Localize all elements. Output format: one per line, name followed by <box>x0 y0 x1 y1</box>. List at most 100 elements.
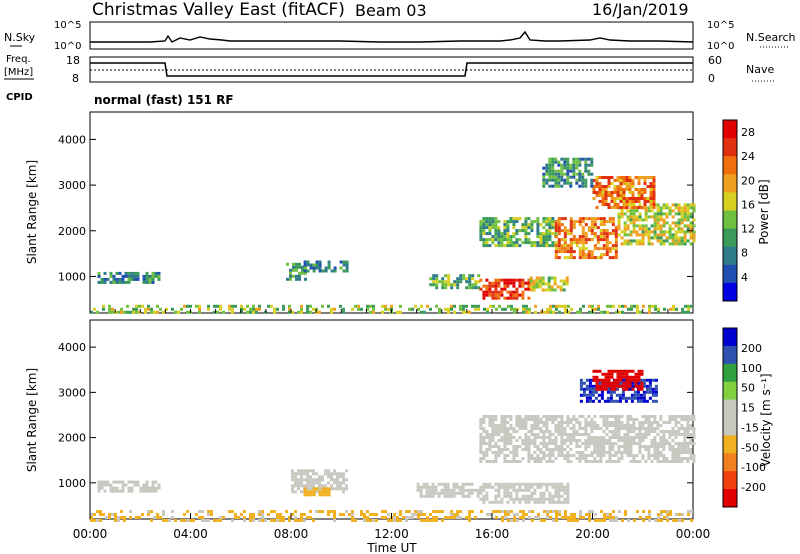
velocity-cell <box>425 482 429 486</box>
power-cell <box>566 244 570 248</box>
velocity-cell <box>542 494 546 498</box>
power-cell <box>372 307 375 311</box>
power-cell <box>522 310 525 314</box>
velocity-cell <box>530 497 534 501</box>
velocity-cell <box>595 378 599 382</box>
power-cell <box>570 307 573 311</box>
power-cell <box>512 223 516 227</box>
power-cell <box>677 212 681 216</box>
velocity-cell <box>416 485 420 489</box>
velocity-cell <box>539 442 543 445</box>
velocity-cell <box>494 424 498 427</box>
power-cell <box>557 217 561 221</box>
power-echo-region <box>97 271 161 284</box>
velocity-cell <box>601 387 605 391</box>
velocity-cell <box>432 510 435 513</box>
velocity-cell <box>300 472 303 476</box>
power-cell <box>592 179 596 182</box>
velocity-cell <box>572 418 576 421</box>
power-cell <box>301 265 304 269</box>
power-cell <box>560 247 564 251</box>
power-cell <box>578 241 582 245</box>
power-cell <box>613 185 617 188</box>
power-cell <box>683 218 687 222</box>
velocity-cell <box>677 445 681 448</box>
velocity-cell <box>530 442 534 445</box>
velocity-cell <box>581 457 585 460</box>
velocity-cell <box>588 510 591 513</box>
velocity-cell <box>648 384 652 388</box>
power-cell <box>584 178 588 182</box>
power-cell <box>593 247 597 251</box>
velocity-cell <box>309 484 312 488</box>
velocity-cell <box>533 491 537 495</box>
power-cell <box>629 221 633 225</box>
velocity-cell <box>521 439 525 442</box>
power-cell <box>127 277 131 281</box>
power-colorbar-swatch <box>723 228 737 248</box>
velocity-cell <box>674 436 678 439</box>
velocity-cell <box>145 489 149 493</box>
power-cell <box>614 241 618 245</box>
velocity-cell <box>449 491 453 495</box>
power-cell <box>494 287 498 291</box>
power-cell <box>602 223 606 227</box>
power-cell <box>637 188 641 191</box>
power-cell <box>482 232 486 236</box>
power-cell <box>610 182 614 185</box>
velocity-cell <box>588 516 591 519</box>
velocity-cell <box>154 480 158 484</box>
velocity-cell <box>145 486 149 490</box>
velocity-cell <box>479 439 483 442</box>
power-cell <box>650 215 654 219</box>
velocity-cell <box>607 384 611 388</box>
power-cell <box>584 238 588 242</box>
power-cell <box>552 310 555 314</box>
power-cell <box>575 166 579 170</box>
power-cell <box>474 304 477 308</box>
power-cell <box>588 310 591 314</box>
velocity-cell <box>608 460 612 463</box>
velocity-cell <box>330 487 333 491</box>
power-cell <box>581 235 585 239</box>
velocity-cell <box>659 454 663 457</box>
velocity-cell <box>581 433 585 436</box>
power-cell <box>512 284 516 288</box>
power-colorbar-swatch <box>723 192 737 211</box>
velocity-cell <box>99 513 102 516</box>
velocity-cell <box>139 486 143 490</box>
power-cell <box>600 310 603 314</box>
velocity-cell <box>443 482 447 486</box>
power-cell <box>649 188 653 191</box>
velocity-cell <box>677 448 681 451</box>
velocity-cell <box>640 381 644 385</box>
power-cell <box>512 232 516 236</box>
power-cell <box>553 279 557 283</box>
power-cell <box>637 179 641 182</box>
velocity-cell <box>103 480 107 484</box>
power-cell <box>590 223 594 227</box>
power-cell <box>216 304 219 308</box>
power-cell <box>581 184 585 188</box>
velocity-cell <box>600 390 604 394</box>
velocity-cell <box>360 510 363 513</box>
power-cell <box>590 217 594 221</box>
velocity-cell <box>279 513 282 516</box>
power-cell <box>477 307 480 311</box>
velocity-cell <box>425 488 429 492</box>
power-cell <box>554 160 558 164</box>
velocity-cell <box>578 445 582 448</box>
power-cell <box>456 283 460 287</box>
power-cell <box>327 263 331 267</box>
power-cell <box>530 220 534 224</box>
velocity-cell <box>500 424 504 427</box>
velocity-cell <box>482 488 486 492</box>
velocity-cell <box>554 442 558 445</box>
power-cell <box>550 288 554 292</box>
velocity-cell <box>618 510 621 513</box>
velocity-cell <box>612 510 615 513</box>
power-cell <box>566 163 570 167</box>
velocity-cell <box>612 390 616 394</box>
power-cell <box>605 235 609 239</box>
velocity-cell <box>605 415 609 418</box>
